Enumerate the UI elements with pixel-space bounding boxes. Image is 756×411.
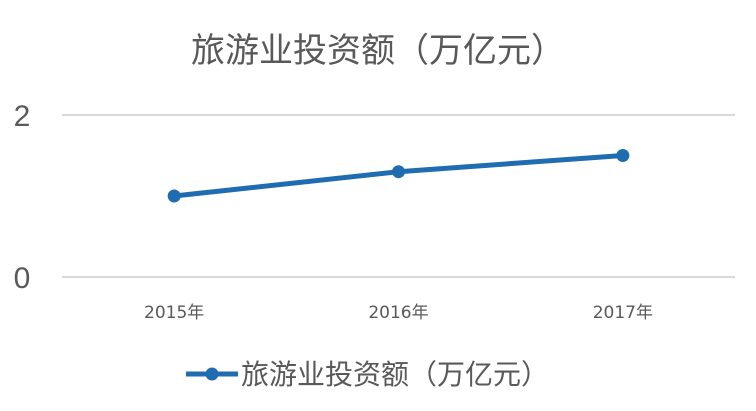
data-point [392,165,405,179]
y-tick-label: 0 [14,262,31,295]
data-point [167,189,181,203]
legend: 旅游业投资额（万亿元） [186,358,549,391]
chart-title: 旅游业投资额（万亿元） [191,31,565,71]
x-tick-label: 2017年 [593,303,653,323]
legend-label: 旅游业投资额（万亿元） [241,358,549,391]
x-tick-label: 2016年 [368,303,428,323]
legend-point-marker [205,367,219,381]
data-point [616,149,630,162]
x-tick-label: 2015年 [144,303,204,323]
y-tick-label: 2 [14,100,31,133]
